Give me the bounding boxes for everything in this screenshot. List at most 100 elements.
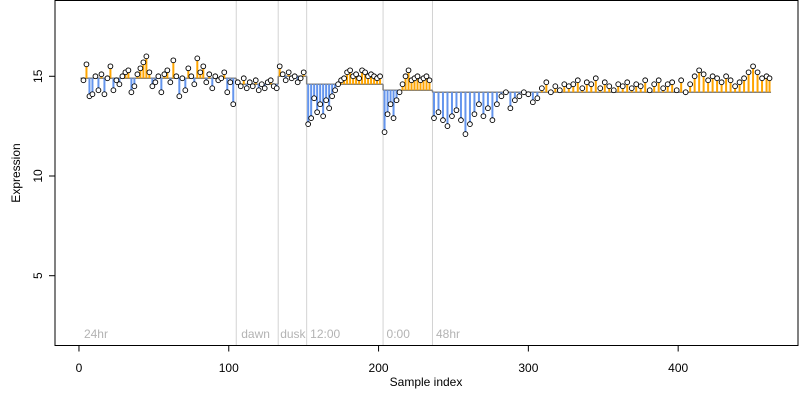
data-point (323, 97, 329, 104)
data-point (547, 89, 554, 96)
data-point (660, 85, 667, 92)
data-point (714, 75, 720, 82)
data-point (206, 71, 213, 78)
data-point (170, 57, 177, 64)
data-point (332, 87, 338, 94)
data-point (95, 87, 102, 94)
x-axis: 0 100 200 300 400 (76, 345, 688, 375)
data-point (673, 87, 680, 94)
data-point (633, 81, 640, 88)
data-point (480, 113, 487, 120)
data-point (285, 69, 292, 76)
y-tick-label: 10 (31, 169, 45, 183)
data-point (83, 61, 90, 68)
data-point (317, 101, 323, 108)
data-point (131, 83, 138, 90)
data-point (297, 75, 304, 82)
data-point (543, 79, 550, 86)
data-point (314, 109, 320, 116)
data-point (113, 77, 120, 84)
data-point (759, 75, 765, 82)
data-point (507, 105, 514, 112)
data-point (651, 81, 658, 88)
data-point (320, 113, 326, 120)
data-point (723, 73, 729, 80)
data-point (362, 69, 368, 76)
data-point (146, 69, 153, 76)
data-point (200, 63, 207, 70)
data-point (646, 87, 653, 94)
data-point (143, 53, 150, 60)
data-point (393, 97, 400, 104)
data-point (89, 91, 96, 98)
data-point (282, 77, 289, 84)
y-tick-label: 5 (31, 272, 45, 279)
data-point (516, 93, 523, 100)
data-point (152, 79, 159, 86)
data-point (696, 67, 702, 74)
data-point (161, 71, 168, 78)
data-point (176, 93, 183, 100)
data-point (356, 75, 362, 82)
data-point (485, 105, 491, 112)
data-point (405, 67, 412, 74)
data-point (705, 77, 711, 84)
data-point (381, 129, 388, 135)
data-point (727, 77, 734, 84)
data-point (588, 81, 595, 88)
data-point (377, 73, 383, 80)
data-point (489, 117, 496, 124)
y-axis: 5 10 15 (31, 69, 56, 279)
annotations: 24hr dawn dusk 12:00 0:00 48hr (84, 327, 460, 341)
data-point (128, 89, 135, 96)
data-point (565, 83, 572, 90)
data-point (732, 83, 738, 90)
data-point (237, 83, 244, 90)
data-point (619, 83, 626, 90)
data-point (98, 71, 105, 78)
annotation-label: 12:00 (310, 327, 340, 341)
data-point (458, 117, 464, 124)
data-point (700, 71, 707, 78)
data-point (221, 69, 228, 76)
data-point (185, 65, 192, 72)
data-point (399, 81, 406, 88)
data-point (158, 89, 165, 96)
annotation-label: 0:00 (387, 327, 411, 341)
data-point (107, 63, 114, 70)
data-point (754, 69, 761, 76)
data-point (218, 75, 225, 82)
data-point (431, 115, 437, 122)
x-axis-title: Sample index (390, 375, 463, 389)
data-point (300, 69, 307, 76)
data-point (610, 87, 617, 94)
x-tick-label: 300 (518, 361, 538, 375)
data-point (615, 81, 622, 88)
data-point (552, 83, 559, 90)
data-points (80, 53, 773, 137)
data-point (597, 85, 604, 92)
annotation-label: 24hr (84, 327, 108, 341)
data-point (353, 71, 359, 78)
data-point (104, 75, 111, 82)
data-point (426, 77, 433, 84)
data-point (449, 113, 455, 120)
data-point (116, 81, 123, 88)
annotation-label: dawn (241, 327, 270, 341)
data-point (224, 89, 231, 96)
data-point (255, 87, 262, 94)
data-point (467, 121, 473, 127)
data-point (396, 89, 403, 96)
data-point (167, 79, 174, 86)
data-point (194, 55, 201, 62)
data-point (687, 81, 693, 88)
data-point (261, 85, 268, 92)
data-point (691, 73, 698, 80)
data-point (601, 79, 608, 86)
data-point (462, 131, 469, 137)
data-point (140, 59, 147, 66)
data-point (276, 63, 283, 70)
data-point (240, 75, 247, 82)
data-point (294, 79, 301, 86)
data-point (390, 115, 397, 122)
